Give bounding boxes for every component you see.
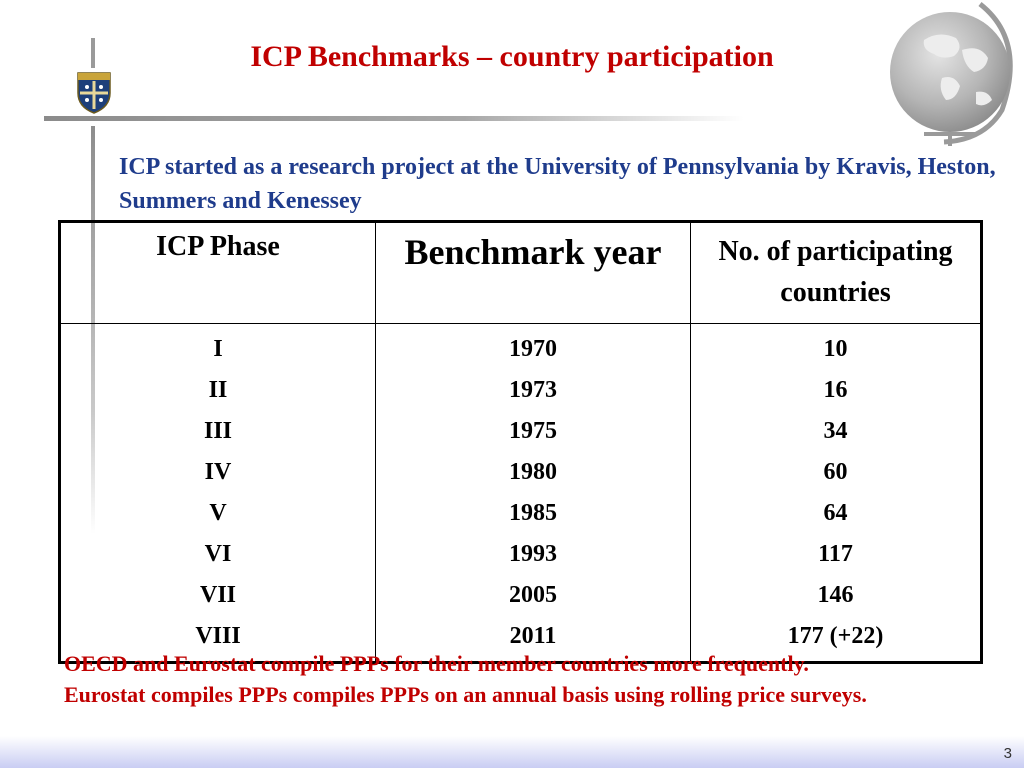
header-benchmark-year: Benchmark year [375,221,691,324]
footnote-line-1: OECD and Eurostat compile PPPs for their… [64,651,809,676]
table-cell-phase: II [208,377,228,403]
table-cell-countries: 60 [823,459,848,485]
globe-icon [890,2,1013,146]
benchmark-table: ICP Phase Benchmark year No. of particip… [58,220,983,664]
university-crest-icon [77,72,111,114]
slide-title: ICP Benchmarks – country participation [250,40,774,73]
table-header-row: ICP Phase Benchmark year No. of particip… [59,221,982,324]
table-cell-phase: VI [204,541,232,567]
table-cell-countries: 117 [818,541,853,567]
table-cell-year: 2005 [509,582,557,608]
page-number: 3 [1003,745,1012,762]
table-cell-year: 1970 [509,336,557,362]
table-cell-year: 1993 [509,541,557,567]
table-cell-year: 1975 [509,418,557,444]
intro-text: ICP started as a research project at the… [119,154,996,214]
table-cell-phase: I [213,336,223,362]
table-cell-countries: 64 [823,500,848,526]
table-cell-countries: 177 (+22) [787,623,884,649]
footer-band [0,736,1024,768]
phase-column: I II III IV V VI VII VIII [59,323,376,663]
header-icp-phase: ICP Phase [59,221,376,324]
table-cell-countries: 16 [823,377,848,403]
table-cell-phase: VIII [195,623,241,649]
table-cell-phase: III [203,418,233,444]
table-cell-year: 1985 [509,500,557,526]
table-cell-countries: 34 [823,418,848,444]
header-divider [44,116,744,121]
table-cell-year: 1973 [509,377,557,403]
table-cell-phase: VII [199,582,236,608]
footnote: OECD and Eurostat compile PPPs for their… [64,648,964,710]
countries-column: 10 16 34 60 64 117 146 177 (+22) [690,323,982,663]
footnote-line-2: Eurostat compiles PPPs compiles PPPs on … [64,682,867,707]
table-cell-phase: IV [204,459,232,485]
table-cell-countries: 146 [817,582,854,608]
table-cell-phase: V [209,500,227,526]
table-cell-countries: 10 [823,336,848,362]
table-cell-year: 2011 [509,623,557,649]
decorative-bar-top [91,38,95,68]
table-body-row: I II III IV V VI VII VIII 1970 1973 1975… [59,323,982,663]
year-column: 1970 1973 1975 1980 1985 1993 2005 2011 [375,323,691,663]
table-cell-year: 1980 [509,459,557,485]
header-participating-countries: No. of participating countries [690,221,982,324]
